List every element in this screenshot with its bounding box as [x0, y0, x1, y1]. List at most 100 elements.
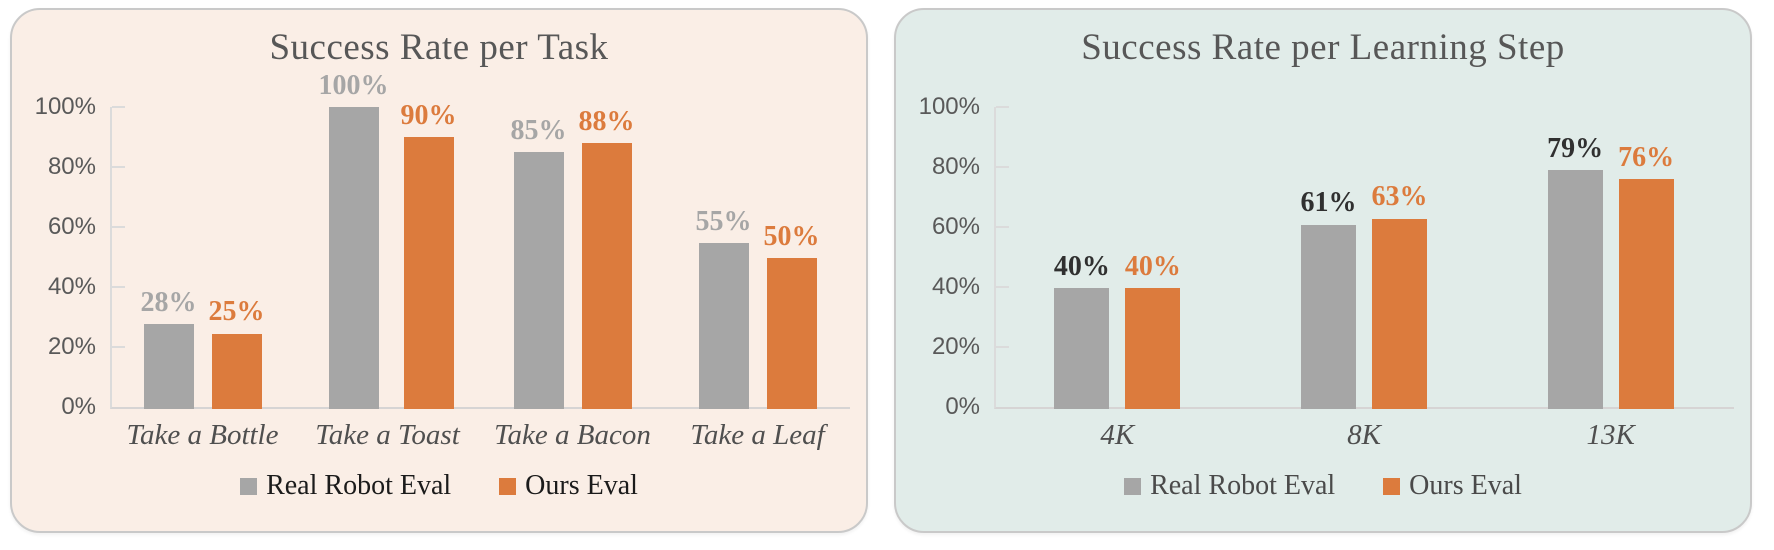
bar-with-label-ours-eval: 50%: [764, 107, 820, 409]
legend-item-real-robot-eval: Real Robot Eval: [240, 470, 451, 502]
bar-with-label-ours-eval: 76%: [1618, 107, 1674, 409]
chart-title: Success Rate per Learning Step: [1081, 27, 1565, 68]
x-axis-labels: Take a Bottle Take a Toast Take a Bacon Tak…: [110, 419, 850, 452]
bar-with-label-real-robot-eval: 55%: [696, 107, 752, 409]
y-axis-tick-label: 0%: [945, 393, 980, 420]
y-axis-tick-label: 100%: [918, 93, 980, 120]
x-axis-category-label: Take a Leaf: [690, 419, 825, 451]
y-axis-tick-label: 20%: [931, 333, 980, 360]
x-axis-category-label: Take a Bacon: [494, 419, 651, 451]
chart-plot-area: 0% 20% 40% 60% 80% 100% 40% 40% 61% 63% 79% 76%: [919, 93, 1734, 420]
bar-group: 85% 88%: [480, 105, 665, 409]
bar-value-label: 50%: [763, 220, 820, 252]
bar-ours-eval: [766, 258, 817, 409]
bar-with-label-real-robot-eval: 79%: [1547, 107, 1603, 409]
bar-value-label: 85%: [510, 114, 567, 146]
x-axis-category-label: 8K: [1347, 419, 1381, 451]
plot-axes: 0% 20% 40% 60% 80% 100%: [35, 93, 850, 420]
x-axis-category-label: Take a Toast: [315, 419, 460, 451]
bar-value-label: 100%: [318, 69, 389, 101]
bar-group: 100% 90%: [295, 70, 480, 409]
y-axis-tick-mark: [996, 286, 1009, 288]
bar-value-label: 90%: [400, 99, 457, 131]
bar-real-robot-eval: [143, 324, 194, 409]
bar-with-label-ours-eval: 90%: [401, 100, 457, 409]
bar-real-robot-eval: [513, 152, 564, 409]
bar-value-label: 79%: [1547, 133, 1604, 165]
legend-item-ours-eval: Ours Eval: [499, 470, 638, 502]
x-axis-category-label: 4K: [1100, 419, 1135, 451]
bar-real-robot-eval: [1547, 170, 1603, 409]
y-axis-tick-label: 80%: [931, 153, 980, 180]
bar-with-label-real-robot-eval: 85%: [511, 107, 567, 409]
y-axis-tick-label: 40%: [931, 273, 980, 300]
bar-group: 28% 25%: [110, 107, 295, 409]
y-axis-tick-label: 0%: [61, 393, 96, 420]
bar-real-robot-eval: [1301, 224, 1356, 409]
plot-axes: 0% 20% 40% 60% 80% 100%: [919, 93, 1734, 420]
legend-swatch-ours-eval: [499, 477, 517, 495]
y-axis-tick-label: 40%: [47, 273, 96, 300]
bar-with-label-real-robot-eval: 100%: [319, 70, 389, 409]
bar-value-label: 88%: [578, 105, 635, 137]
bar-with-label-real-robot-eval: 61%: [1301, 107, 1357, 409]
x-axis-category-label: 13K: [1586, 419, 1635, 451]
bar-groups: 28% 25% 100% 90% 85% 88% 55% 50%: [110, 70, 850, 409]
bar-real-robot-eval: [1054, 288, 1110, 409]
legend-label-ours-eval: Ours Eval: [525, 470, 638, 501]
learning-step-chart-card: Success Rate per Learning Step 0% 20% 40% 6…: [894, 8, 1752, 533]
bar-ours-eval: [1618, 179, 1674, 409]
bar-value-label: 40%: [1053, 250, 1110, 282]
y-axis-tick-mark: [996, 166, 1009, 168]
bar-ours-eval: [1372, 218, 1427, 409]
bar-group: 61% 63%: [1241, 107, 1488, 409]
y-axis-tick-mark: [996, 226, 1009, 228]
legend-label-ours-eval: Ours Eval: [1409, 470, 1522, 501]
y-axis-tick-mark: [112, 286, 125, 288]
bar-real-robot-eval: [698, 242, 749, 409]
y-axis-tick-mark: [112, 226, 125, 228]
bar-value-label: 76%: [1618, 142, 1675, 174]
chart-title: Success Rate per Task: [269, 27, 609, 68]
legend-item-ours-eval: Ours Eval: [1383, 470, 1522, 502]
bar-ours-eval: [211, 333, 262, 409]
bar-value-label: 28%: [140, 287, 197, 319]
y-axis-tick-mark: [112, 106, 125, 108]
y-axis-tick-mark: [112, 166, 125, 168]
legend-swatch-ours-eval: [1383, 477, 1401, 495]
bar-group: 40% 40%: [994, 107, 1241, 409]
legend-label-real-robot-eval: Real Robot Eval: [266, 470, 452, 501]
x-axis-labels: 4K 8K 13K: [994, 419, 1734, 452]
bar-group: 79% 76%: [1487, 107, 1734, 409]
task-chart-card: Success Rate per Task 0% 20% 40% 60% 80% 100%…: [10, 8, 868, 533]
y-axis-tick-label: 80%: [47, 153, 96, 180]
bar-with-label-ours-eval: 25%: [209, 107, 265, 409]
y-axis-tick-label: 100%: [34, 93, 96, 120]
bar-value-label: 61%: [1300, 187, 1357, 219]
bar-with-label-ours-eval: 63%: [1372, 107, 1428, 409]
legend-swatch-real-robot-eval: [240, 477, 258, 495]
bar-ours-eval: [1125, 288, 1181, 409]
bar-value-label: 40%: [1124, 250, 1181, 282]
figure-row: Success Rate per Task 0% 20% 40% 60% 80% 100%…: [10, 8, 1752, 533]
x-axis-category-label: Take a Bottle: [126, 419, 279, 451]
chart-plot-area: 0% 20% 40% 60% 80% 100% 28% 25% 100% 90% 85% 88% 55…: [35, 70, 850, 420]
y-axis-tick-label: 60%: [931, 213, 980, 240]
bar-ours-eval: [581, 143, 632, 409]
bar-with-label-ours-eval: 88%: [578, 105, 635, 409]
y-axis-tick-label: 60%: [47, 213, 96, 240]
bar-with-label-ours-eval: 40%: [1125, 107, 1181, 409]
legend-label-real-robot-eval: Real Robot Eval: [1150, 470, 1336, 501]
y-axis-tick-mark: [996, 106, 1009, 108]
y-axis-tick-mark: [112, 346, 125, 348]
y-axis-tick-mark: [996, 346, 1009, 348]
bar-real-robot-eval: [328, 107, 379, 409]
bar-value-label: 25%: [208, 296, 265, 328]
bar-groups: 40% 40% 61% 63% 79% 76%: [994, 107, 1734, 409]
bar-value-label: 63%: [1371, 181, 1428, 213]
bar-with-label-real-robot-eval: 40%: [1054, 107, 1110, 409]
legend-item-real-robot-eval: Real Robot Eval: [1124, 470, 1335, 502]
y-axis-tick-label: 20%: [47, 333, 96, 360]
legend: Real Robot Eval Ours Eval: [12, 470, 866, 502]
bar-ours-eval: [403, 137, 454, 409]
